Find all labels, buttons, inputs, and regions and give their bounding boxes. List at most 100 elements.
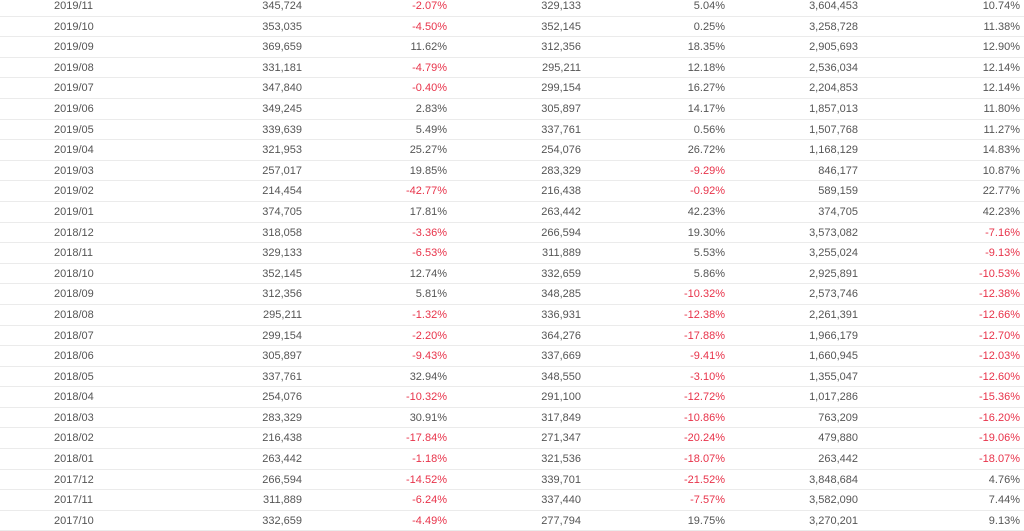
value-b-cell: 295,211 <box>542 61 581 74</box>
total-cell: 589,159 <box>818 185 858 198</box>
value-a-cell: 318,058 <box>262 226 302 239</box>
value-a-cell: 332,659 <box>262 514 302 527</box>
change-a-cell: 19.85% <box>409 164 447 177</box>
change-b-cell: 26.72% <box>687 144 725 157</box>
change-b-cell: -9.41% <box>690 350 725 363</box>
value-b-cell: 337,440 <box>541 494 581 507</box>
month-cell: 2019/08 <box>54 61 94 74</box>
table-row: 2018/05 337,761 32.94% 348,550 -3.10% 1,355,0… <box>0 367 1024 388</box>
change-b-cell: -10.32% <box>684 288 725 301</box>
value-b-cell: 337,669 <box>541 350 581 363</box>
table-row: 2019/03 257,017 19.85% 283,329 -9.29% 846,177… <box>0 161 1024 182</box>
total-cell: 1,966,179 <box>809 329 858 342</box>
total-change-cell: -12.70% <box>979 329 1020 342</box>
value-a-cell: 257,017 <box>262 164 302 177</box>
total-change-cell: -9.13% <box>985 247 1020 260</box>
change-b-cell: -9.29% <box>690 164 725 177</box>
change-b-cell: -17.88% <box>684 329 725 342</box>
value-b-cell: 299,154 <box>541 82 581 95</box>
total-cell: 1,857,013 <box>809 102 858 115</box>
month-cell: 2019/07 <box>54 82 94 95</box>
change-a-cell: 30.91% <box>409 411 447 424</box>
total-change-cell: 22.77% <box>982 185 1020 198</box>
change-a-cell: 2.83% <box>415 102 447 115</box>
total-change-cell: -7.16% <box>985 226 1020 239</box>
value-a-cell: 216,438 <box>262 432 302 445</box>
table-row: 2018/08 295,211 -1.32% 336,931 -12.38% 2,261,… <box>0 305 1024 326</box>
total-cell: 374,705 <box>818 205 858 218</box>
total-cell: 3,582,090 <box>809 494 858 507</box>
month-cell: 2019/09 <box>54 41 94 54</box>
value-a-cell: 331,181 <box>262 61 302 74</box>
total-cell: 1,168,129 <box>809 144 858 157</box>
change-b-cell: -12.38% <box>684 308 725 321</box>
total-cell: 3,270,201 <box>809 514 858 527</box>
change-a-cell: -3.36% <box>412 226 447 239</box>
month-cell: 2018/07 <box>54 329 94 342</box>
change-b-cell: 5.53% <box>693 247 725 260</box>
value-b-cell: 348,285 <box>541 288 581 301</box>
total-cell: 2,536,034 <box>809 61 858 74</box>
value-a-cell: 347,840 <box>262 82 302 95</box>
change-b-cell: -12.72% <box>684 391 725 404</box>
change-a-cell: -4.49% <box>412 514 447 527</box>
table-row: 2019/02 214,454 -42.77% 216,438 -0.92% 589,15… <box>0 181 1024 202</box>
month-cell: 2019/04 <box>54 144 94 157</box>
change-a-cell: 25.27% <box>409 144 447 157</box>
table-row: 2017/10 332,659 -4.49% 277,794 19.75% 3,270,2… <box>0 511 1024 531</box>
total-cell: 2,925,891 <box>809 267 858 280</box>
change-a-cell: 12.74% <box>409 267 447 280</box>
change-b-cell: -21.52% <box>684 473 725 486</box>
value-a-cell: 337,761 <box>262 370 302 383</box>
table-row: 2019/11 345,724 -2.07% 329,133 5.04% 3,604,45… <box>0 0 1024 17</box>
month-cell: 2019/05 <box>54 123 94 136</box>
table-row: 2019/04 321,953 25.27% 254,076 26.72% 1,168,1… <box>0 140 1024 161</box>
table-row: 2019/08 331,181 -4.79% 295,211 12.18% 2,536,0… <box>0 58 1024 79</box>
change-a-cell: -14.52% <box>406 473 447 486</box>
value-a-cell: 345,724 <box>262 0 302 12</box>
change-b-cell: 12.18% <box>687 61 725 74</box>
total-cell: 3,255,024 <box>809 247 858 260</box>
change-a-cell: -1.32% <box>412 308 447 321</box>
table-row: 2018/04 254,076 -10.32% 291,100 -12.72% 1,017… <box>0 387 1024 408</box>
change-b-cell: 19.30% <box>687 226 725 239</box>
value-b-cell: 317,849 <box>541 411 581 424</box>
change-a-cell: -17.84% <box>406 432 447 445</box>
month-cell: 2018/10 <box>54 267 94 280</box>
value-b-cell: 348,550 <box>541 370 581 383</box>
value-a-cell: 214,454 <box>262 185 302 198</box>
month-cell: 2019/10 <box>54 20 94 33</box>
total-change-cell: 42.23% <box>982 205 1020 218</box>
total-change-cell: 4.76% <box>988 473 1020 486</box>
change-b-cell: 19.75% <box>687 514 725 527</box>
month-cell: 2018/12 <box>54 226 94 239</box>
value-a-cell: 369,659 <box>262 41 302 54</box>
total-cell: 3,604,453 <box>809 0 858 12</box>
table-row: 2019/05 339,639 5.49% 337,761 0.56% 1,507,768… <box>0 120 1024 141</box>
value-a-cell: 299,154 <box>262 329 302 342</box>
table-row: 2018/01 263,442 -1.18% 321,536 -18.07% 263,44… <box>0 449 1024 470</box>
value-b-cell: 339,701 <box>541 473 581 486</box>
change-a-cell: -42.77% <box>406 185 447 198</box>
value-a-cell: 353,035 <box>262 20 302 33</box>
value-a-cell: 321,953 <box>262 144 302 157</box>
month-cell: 2018/05 <box>54 370 94 383</box>
month-cell: 2018/04 <box>54 391 94 404</box>
total-cell: 263,442 <box>818 453 858 466</box>
change-a-cell: -0.40% <box>412 82 447 95</box>
table-row: 2018/10 352,145 12.74% 332,659 5.86% 2,925,89… <box>0 264 1024 285</box>
change-b-cell: 16.27% <box>687 82 725 95</box>
total-cell: 3,848,684 <box>809 473 858 486</box>
value-a-cell: 295,211 <box>263 308 302 321</box>
month-cell: 2019/03 <box>54 164 94 177</box>
value-a-cell: 311,889 <box>263 494 302 507</box>
month-cell: 2018/09 <box>54 288 94 301</box>
value-b-cell: 352,145 <box>541 20 581 33</box>
value-a-cell: 263,442 <box>262 453 302 466</box>
total-change-cell: 11.38% <box>983 20 1021 33</box>
month-cell: 2017/11 <box>54 494 93 507</box>
value-a-cell: 374,705 <box>262 205 302 218</box>
value-b-cell: 277,794 <box>541 514 581 527</box>
total-change-cell: -15.36% <box>979 391 1020 404</box>
change-b-cell: -0.92% <box>690 185 725 198</box>
